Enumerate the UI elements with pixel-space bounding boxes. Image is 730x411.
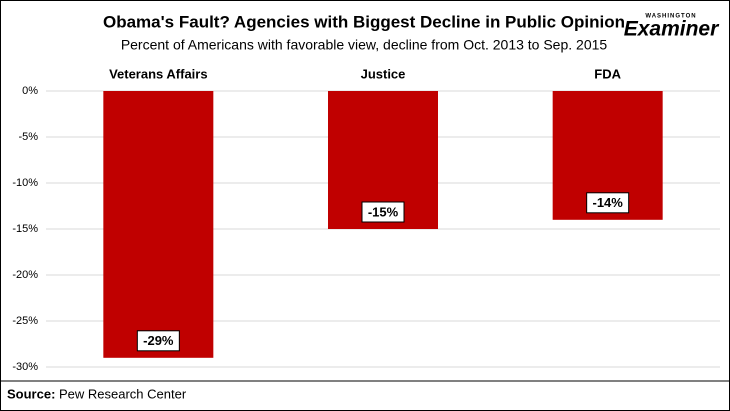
y-tick-label: -5%	[18, 131, 38, 143]
chart-subtitle: Percent of Americans with favorable view…	[121, 37, 608, 53]
x-tick-label: Veterans Affairs	[109, 66, 208, 81]
source-label: Source:	[7, 386, 55, 401]
value-label: -29%	[143, 333, 174, 348]
logo-top: WASHINGTON	[645, 14, 696, 20]
value-label-box	[361, 201, 405, 223]
value-label: -14%	[592, 195, 623, 210]
y-tick-label: 0%	[22, 85, 38, 97]
y-tick-label: -25%	[12, 315, 38, 327]
chart-title: Obama's Fault? Agencies with Biggest Dec…	[103, 12, 625, 31]
x-tick-label: FDA	[594, 66, 621, 81]
value-label: -15%	[368, 204, 399, 219]
y-tick-label: -20%	[12, 269, 38, 281]
y-tick-label: -10%	[12, 177, 38, 189]
x-tick-label: Justice	[361, 66, 406, 81]
value-label-box	[136, 330, 180, 352]
source-text: Pew Research Center	[59, 386, 187, 401]
y-tick-label: -15%	[12, 223, 38, 235]
value-label-box	[586, 192, 630, 214]
bar	[103, 91, 214, 358]
y-tick-label: -30%	[12, 361, 38, 373]
logo-name: Examiner	[624, 18, 720, 41]
